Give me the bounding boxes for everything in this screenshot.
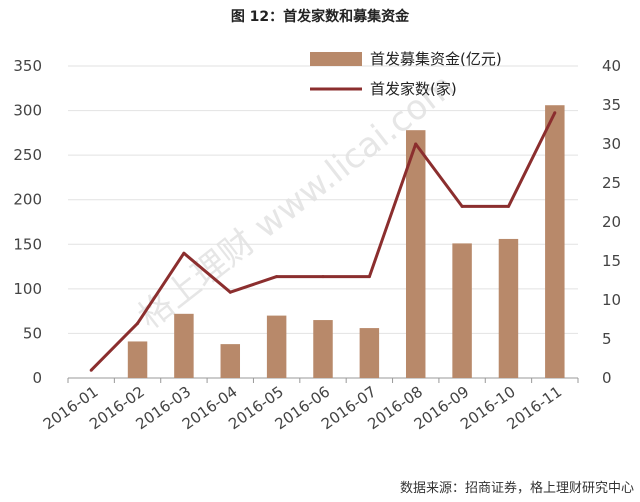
line-point: [182, 251, 186, 255]
line-point: [136, 321, 140, 325]
right-tick-label: 0: [602, 369, 612, 387]
left-tick-label: 150: [13, 235, 42, 253]
legend: 首发募集资金(亿元) 首发家数(家): [310, 50, 502, 98]
right-tick-label: 30: [602, 135, 621, 153]
left-tick-label: 350: [13, 57, 42, 75]
x-axis-ticks: 2016-012016-022016-032016-042016-052016-…: [40, 383, 565, 434]
bar: [266, 315, 287, 378]
line-point: [321, 275, 325, 279]
bar: [405, 130, 426, 378]
right-tick-label: 5: [602, 330, 612, 348]
left-tick-label: 200: [13, 191, 42, 209]
right-tick-label: 20: [602, 213, 621, 231]
legend-bar-label: 首发募集资金(亿元): [370, 50, 502, 68]
source-note: 数据来源：招商证券，格上理财研究中心: [399, 481, 634, 496]
left-tick-label: 0: [32, 369, 42, 387]
bar: [498, 238, 519, 378]
figure-title: 图 12：首发家数和募集资金: [230, 9, 410, 25]
left-tick-label: 250: [13, 146, 42, 164]
bar: [359, 328, 380, 378]
bar: [452, 243, 472, 378]
line-point: [553, 111, 557, 115]
line-series: [89, 111, 557, 372]
bar-series: [127, 105, 565, 379]
right-tick-label: 35: [602, 96, 621, 114]
line-point: [89, 368, 93, 372]
left-tick-label: 50: [23, 324, 42, 342]
line-point: [275, 275, 279, 279]
legend-bar-swatch: [310, 52, 362, 66]
left-tick-label: 300: [13, 102, 42, 120]
right-axis-ticks: 0 5 10 15 20 25 30 35 40: [602, 57, 621, 387]
legend-line-label: 首发家数(家): [370, 80, 457, 98]
right-tick-label: 40: [602, 57, 621, 75]
line-point: [460, 204, 464, 208]
line-point: [506, 204, 510, 208]
right-tick-label: 15: [602, 252, 621, 270]
bar: [220, 344, 241, 378]
line-point: [414, 142, 418, 146]
bar: [545, 105, 565, 379]
line-point: [367, 275, 371, 279]
left-axis-ticks: 0 50 100 150 200 250 300 350: [13, 57, 42, 387]
line-point: [228, 290, 232, 294]
bar: [174, 313, 194, 378]
bar: [127, 341, 148, 378]
bar: [313, 320, 333, 378]
right-tick-label: 25: [602, 174, 621, 192]
right-tick-label: 10: [602, 291, 621, 309]
left-tick-label: 100: [13, 280, 42, 298]
